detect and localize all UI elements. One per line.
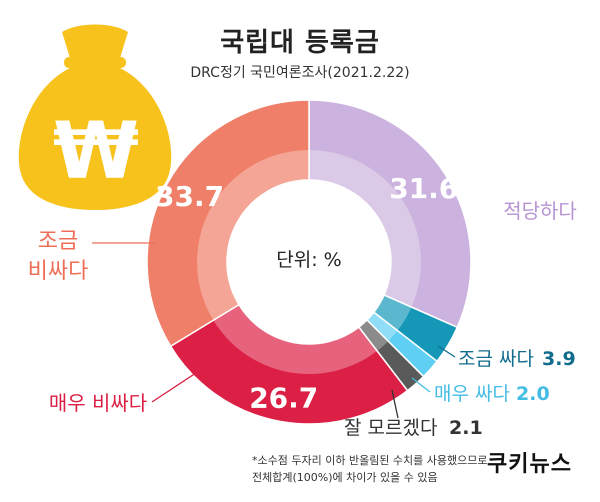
category-label-4: 매우 비싸다 — [49, 391, 147, 415]
center-unit-label: 단위: % — [276, 249, 341, 271]
category-label-0: 적당하다 — [503, 199, 577, 223]
leader-line-3 — [391, 389, 399, 419]
slice-inner-ring-5 — [197, 150, 309, 321]
category-label-5b: 비싸다 — [28, 259, 89, 284]
slice-value-0: 31.6 — [389, 172, 458, 205]
category-value-2: 2.0 — [516, 383, 550, 405]
donut-center — [227, 180, 391, 344]
leader-line-1 — [437, 345, 456, 358]
slice-inner-ring-1 — [373, 295, 412, 331]
slice-inner-ring-0 — [309, 150, 421, 308]
category-label-3: 잘 모르겠다 — [344, 417, 437, 439]
chart-subtitle: DRC정기 국민여론조사(2021.2.22) — [190, 65, 410, 81]
leader-line-4 — [151, 366, 206, 403]
footnote-line-1: *소수점 두자리 이하 반올림된 수치를 사용했으므로 — [252, 454, 488, 467]
leader-line-2 — [411, 377, 431, 393]
category-value-3: 2.1 — [449, 417, 483, 439]
slice-inner-ring-2 — [366, 312, 398, 342]
footnote-line-2: 전체합계(100%)에 차이가 있을 수 있음 — [252, 471, 438, 484]
slice-value-5: 33.7 — [155, 180, 224, 213]
money-bag-icon: ₩ — [18, 24, 172, 210]
footnote: *소수점 두자리 이하 반올림된 수치를 사용했으므로 전체합계(100%)에 … — [252, 452, 488, 486]
slice-inner-ring-4 — [213, 304, 378, 374]
slice-inner-ring-3 — [358, 319, 389, 351]
chart-title: 국립대 등록금 — [220, 28, 380, 58]
brand-logo: 쿠키뉴스 — [487, 452, 572, 477]
category-label-2: 매우 싸다 — [434, 383, 510, 405]
category-label-1: 조금 싸다 — [458, 348, 534, 370]
slice-value-4: 26.7 — [249, 382, 318, 415]
category-value-1: 3.9 — [542, 348, 576, 370]
category-label-5a: 조금 — [38, 229, 78, 254]
svg-text:₩: ₩ — [53, 107, 139, 197]
